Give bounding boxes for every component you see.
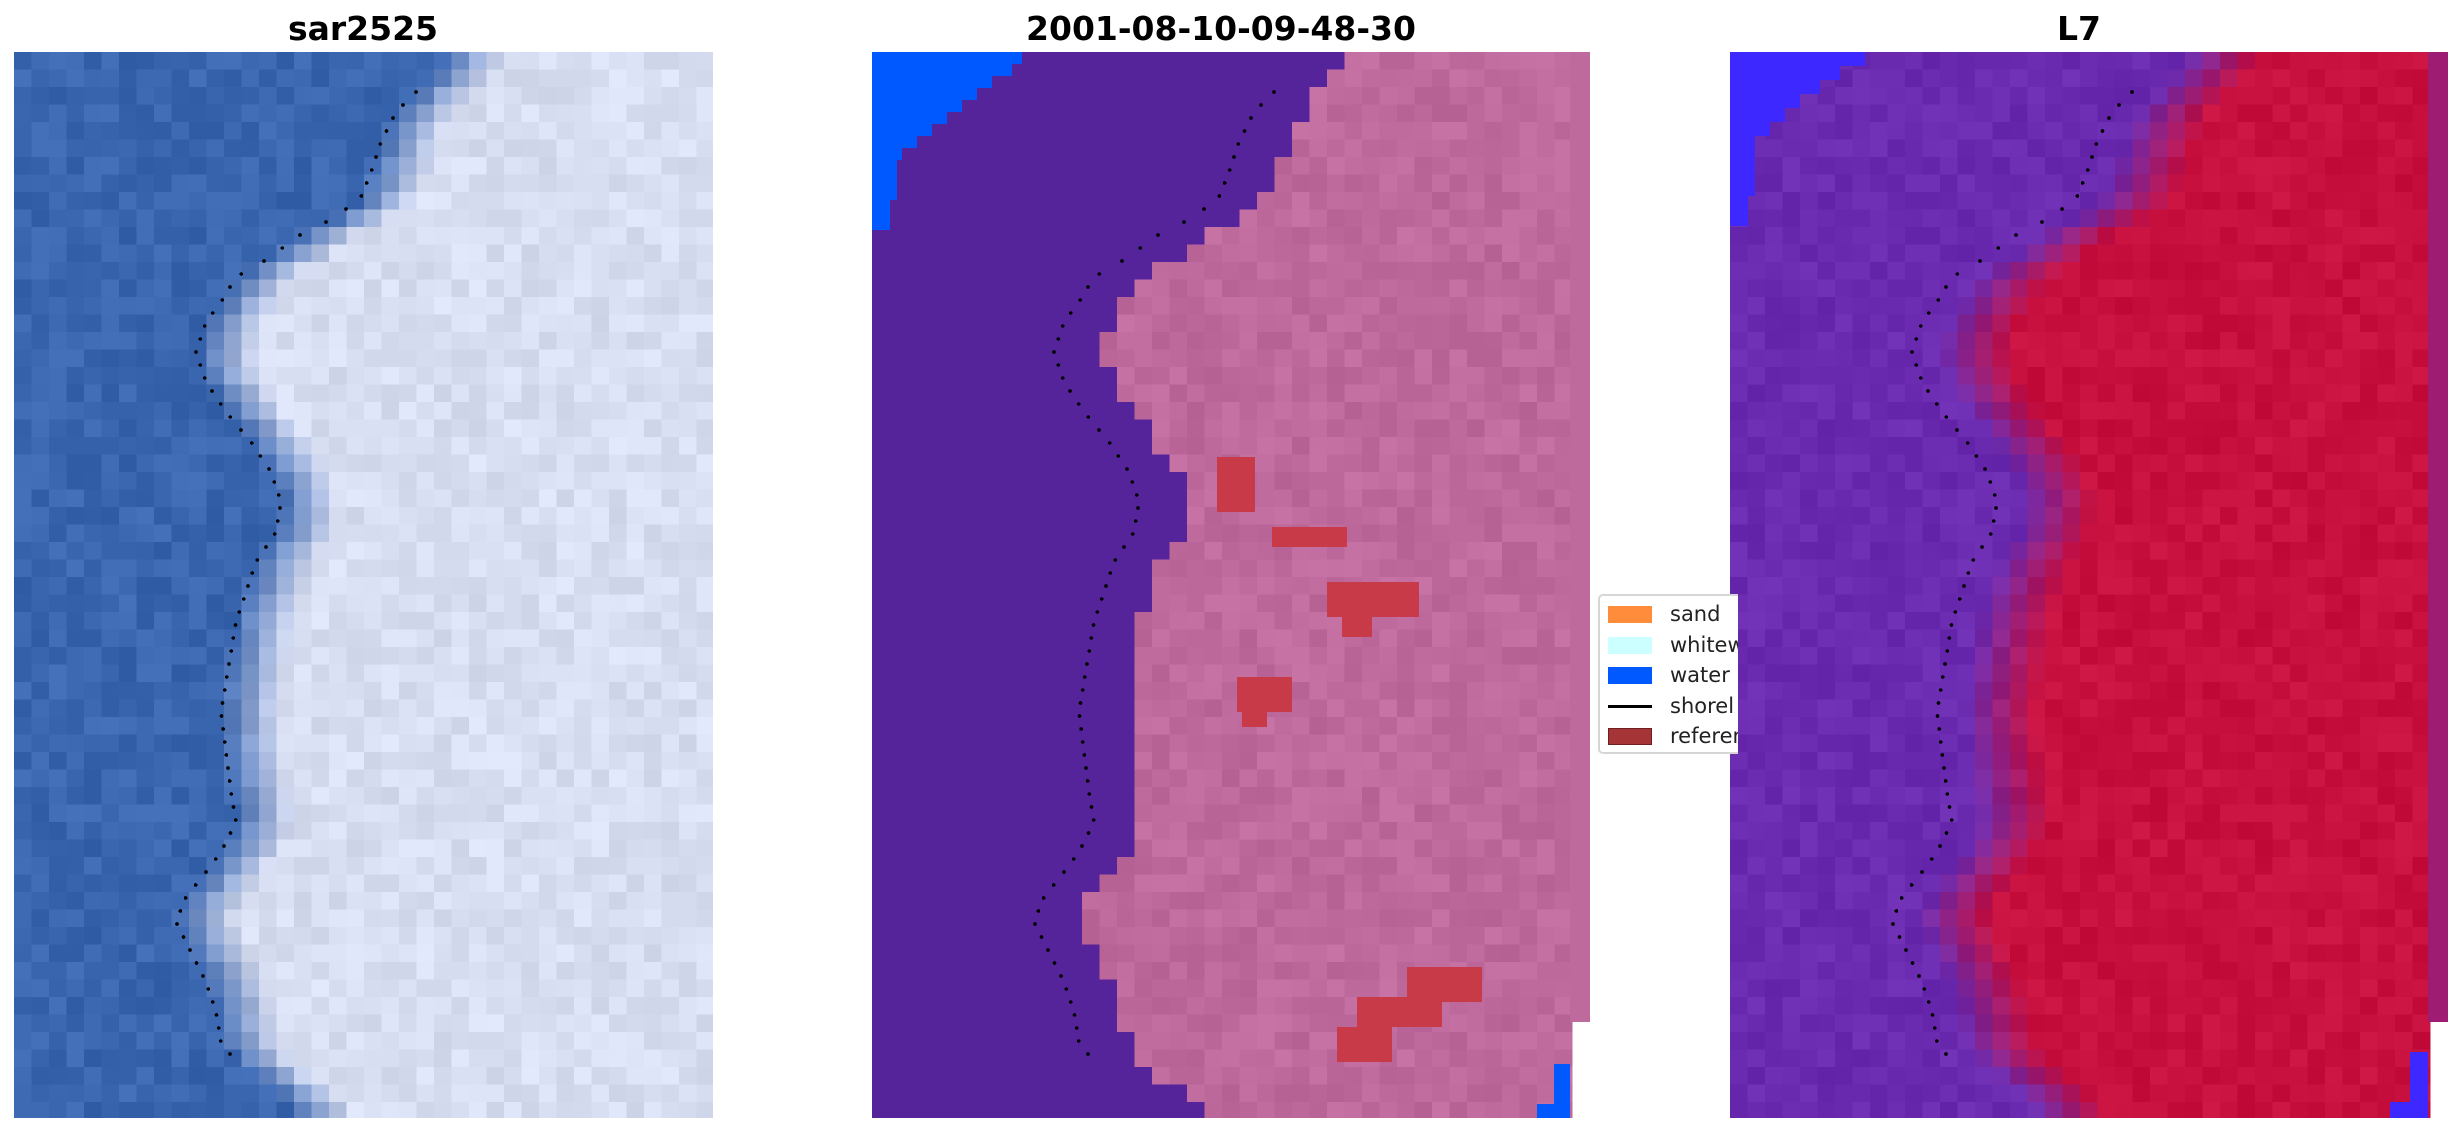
- legend-item-sand: sand: [1608, 601, 1720, 627]
- classified-image: [872, 52, 1590, 1118]
- mndwi-image: [1730, 52, 2448, 1118]
- legend-label-water: water: [1670, 663, 1730, 687]
- mndwi-shoreline: [1891, 90, 2134, 1056]
- legend-swatch-sand: [1608, 605, 1652, 623]
- legend-swatch-water: [1608, 666, 1652, 684]
- panel-title-mndwi: L7: [2057, 9, 2101, 48]
- legend-swatch-reference: [1608, 727, 1652, 745]
- legend-label-whitewater: whitew: [1670, 633, 1738, 657]
- legend-swatch-whitewater: [1608, 636, 1652, 654]
- classified-shoreline: [1033, 90, 1276, 1056]
- rgb-image-panel: [14, 52, 713, 1118]
- legend-label-sand: sand: [1670, 602, 1721, 626]
- rgb-shoreline: [175, 90, 418, 1056]
- legend: sand whitew water shorel referen: [1598, 594, 1738, 754]
- legend-item-water: water: [1608, 662, 1730, 688]
- classified-image-panel: [872, 52, 1590, 1118]
- legend-label-reference: referen: [1670, 724, 1738, 748]
- panel-title-rgb: sar2525: [287, 9, 439, 48]
- legend-item-whitewater: whitew: [1608, 632, 1738, 658]
- legend-line-shoreline: [1608, 704, 1652, 708]
- legend-item-reference: referen: [1608, 723, 1738, 749]
- panel-title-classified: 2001-08-10-09-48-30: [1026, 9, 1416, 48]
- legend-item-shoreline: shorel: [1608, 693, 1734, 719]
- rgb-image: [14, 52, 713, 1118]
- legend-label-shoreline: shorel: [1670, 694, 1735, 718]
- mndwi-image-panel: [1730, 52, 2448, 1118]
